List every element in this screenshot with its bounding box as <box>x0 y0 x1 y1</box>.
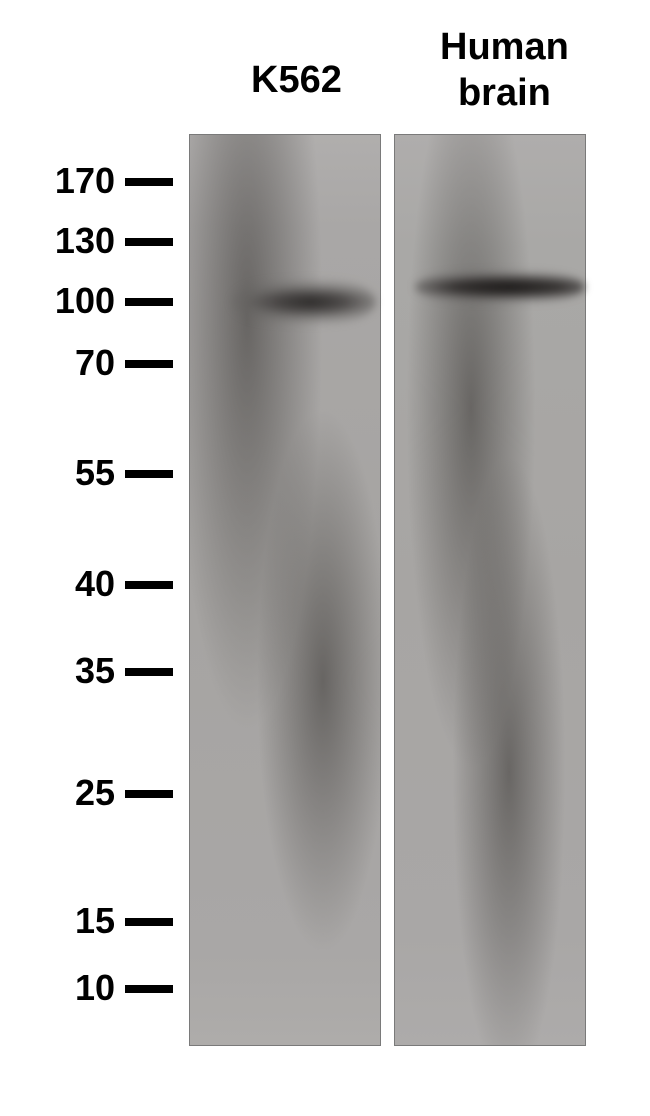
lane-label-k562: K562 <box>251 58 342 104</box>
marker-tick <box>125 360 173 368</box>
marker-tick <box>125 790 173 798</box>
marker-tick <box>125 298 173 306</box>
lane-label-human-brain: Human brain <box>440 25 569 116</box>
lane-human-brain <box>394 134 586 1046</box>
lane-label-text: K562 <box>251 59 342 101</box>
marker-label: 10 <box>15 967 115 1009</box>
lane-label-text-line2: brain <box>458 72 551 114</box>
marker-label: 100 <box>15 280 115 322</box>
marker-tick <box>125 238 173 246</box>
marker-tick <box>125 668 173 676</box>
band-k562 <box>232 278 376 326</box>
marker-label: 40 <box>15 563 115 605</box>
marker-tick <box>125 470 173 478</box>
band-human-brain <box>415 270 585 304</box>
marker-label: 15 <box>15 900 115 942</box>
lane-label-text-line1: Human <box>440 26 569 68</box>
marker-tick <box>125 178 173 186</box>
marker-tick <box>125 918 173 926</box>
marker-label: 170 <box>15 160 115 202</box>
marker-label: 70 <box>15 342 115 384</box>
marker-tick <box>125 985 173 993</box>
marker-tick <box>125 581 173 589</box>
lane-k562 <box>189 134 381 1046</box>
marker-label: 25 <box>15 772 115 814</box>
marker-label: 55 <box>15 452 115 494</box>
blot-figure: K562 Human brain 170 130 100 70 55 40 35… <box>0 0 650 1116</box>
marker-label: 35 <box>15 650 115 692</box>
marker-label: 130 <box>15 220 115 262</box>
